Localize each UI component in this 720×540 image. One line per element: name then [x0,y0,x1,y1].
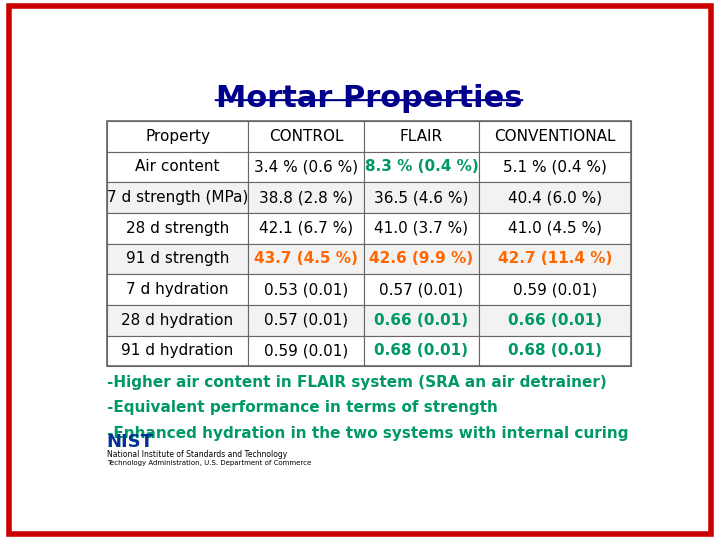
Bar [364,152,479,183]
Text: Property: Property [145,129,210,144]
Text: NIST: NIST [107,433,154,451]
Bar [248,305,364,335]
Bar [364,305,479,335]
Bar [248,213,364,244]
Bar [248,121,364,152]
Text: -Higher air content in FLAIR system (SRA an air detrainer): -Higher air content in FLAIR system (SRA… [107,375,606,389]
Bar [248,183,364,213]
Text: -Equivalent performance in terms of strength: -Equivalent performance in terms of stre… [107,400,498,415]
Bar [479,244,631,274]
Text: Air content: Air content [135,159,220,174]
Bar [107,335,248,366]
Bar [248,274,364,305]
Text: 5.1 % (0.4 %): 5.1 % (0.4 %) [503,159,607,174]
Text: 3.4 % (0.6 %): 3.4 % (0.6 %) [254,159,358,174]
Text: 0.68 (0.01): 0.68 (0.01) [374,343,469,359]
Bar [248,244,364,274]
Text: CONVENTIONAL: CONVENTIONAL [495,129,616,144]
Text: 42.6 (9.9 %): 42.6 (9.9 %) [369,252,474,266]
Text: 91 d strength: 91 d strength [126,252,229,266]
Text: 0.59 (0.01): 0.59 (0.01) [264,343,348,359]
Text: -Enhanced hydration in the two systems with internal curing: -Enhanced hydration in the two systems w… [107,426,629,441]
Bar [364,335,479,366]
Bar [107,274,248,305]
Bar [248,152,364,183]
Text: 7 d hydration: 7 d hydration [126,282,229,297]
Text: 41.0 (4.5 %): 41.0 (4.5 %) [508,221,602,236]
Text: 36.5 (4.6 %): 36.5 (4.6 %) [374,190,469,205]
Bar [107,244,248,274]
Bar [479,121,631,152]
Text: 0.66 (0.01): 0.66 (0.01) [508,313,602,328]
Bar [107,183,248,213]
Text: 0.57 (0.01): 0.57 (0.01) [264,313,348,328]
Text: 0.53 (0.01): 0.53 (0.01) [264,282,348,297]
Text: 8.3 % (0.4 %): 8.3 % (0.4 %) [364,159,478,174]
Bar [479,274,631,305]
Bar [479,335,631,366]
Text: 43.7 (4.5 %): 43.7 (4.5 %) [254,252,358,266]
Text: 42.1 (6.7 %): 42.1 (6.7 %) [259,221,353,236]
Bar [364,183,479,213]
Bar [248,335,364,366]
Bar [364,213,479,244]
Text: 38.8 (2.8 %): 38.8 (2.8 %) [259,190,353,205]
Bar [107,152,248,183]
Text: 7 d strength (MPa): 7 d strength (MPa) [107,190,248,205]
Bar [364,121,479,152]
Text: Technology Administration, U.S. Department of Commerce: Technology Administration, U.S. Departme… [107,460,311,465]
Text: 28 d hydration: 28 d hydration [122,313,233,328]
Bar [479,213,631,244]
Text: 28 d strength: 28 d strength [126,221,229,236]
Bar [107,305,248,335]
Bar [479,183,631,213]
Bar [107,121,248,152]
Bar [364,274,479,305]
Text: 0.59 (0.01): 0.59 (0.01) [513,282,598,297]
Text: 42.7 (11.4 %): 42.7 (11.4 %) [498,252,613,266]
Text: 41.0 (3.7 %): 41.0 (3.7 %) [374,221,469,236]
Text: CONTROL: CONTROL [269,129,343,144]
Text: 91 d hydration: 91 d hydration [122,343,234,359]
Text: 0.68 (0.01): 0.68 (0.01) [508,343,602,359]
Text: 0.66 (0.01): 0.66 (0.01) [374,313,469,328]
Text: FLAIR: FLAIR [400,129,443,144]
Text: Mortar Properties: Mortar Properties [216,84,522,112]
Bar [107,213,248,244]
Bar [479,152,631,183]
Text: 0.57 (0.01): 0.57 (0.01) [379,282,464,297]
Bar [479,305,631,335]
Bar [364,244,479,274]
Text: 40.4 (6.0 %): 40.4 (6.0 %) [508,190,602,205]
Text: National Institute of Standards and Technology: National Institute of Standards and Tech… [107,450,287,459]
Bar [107,121,631,366]
